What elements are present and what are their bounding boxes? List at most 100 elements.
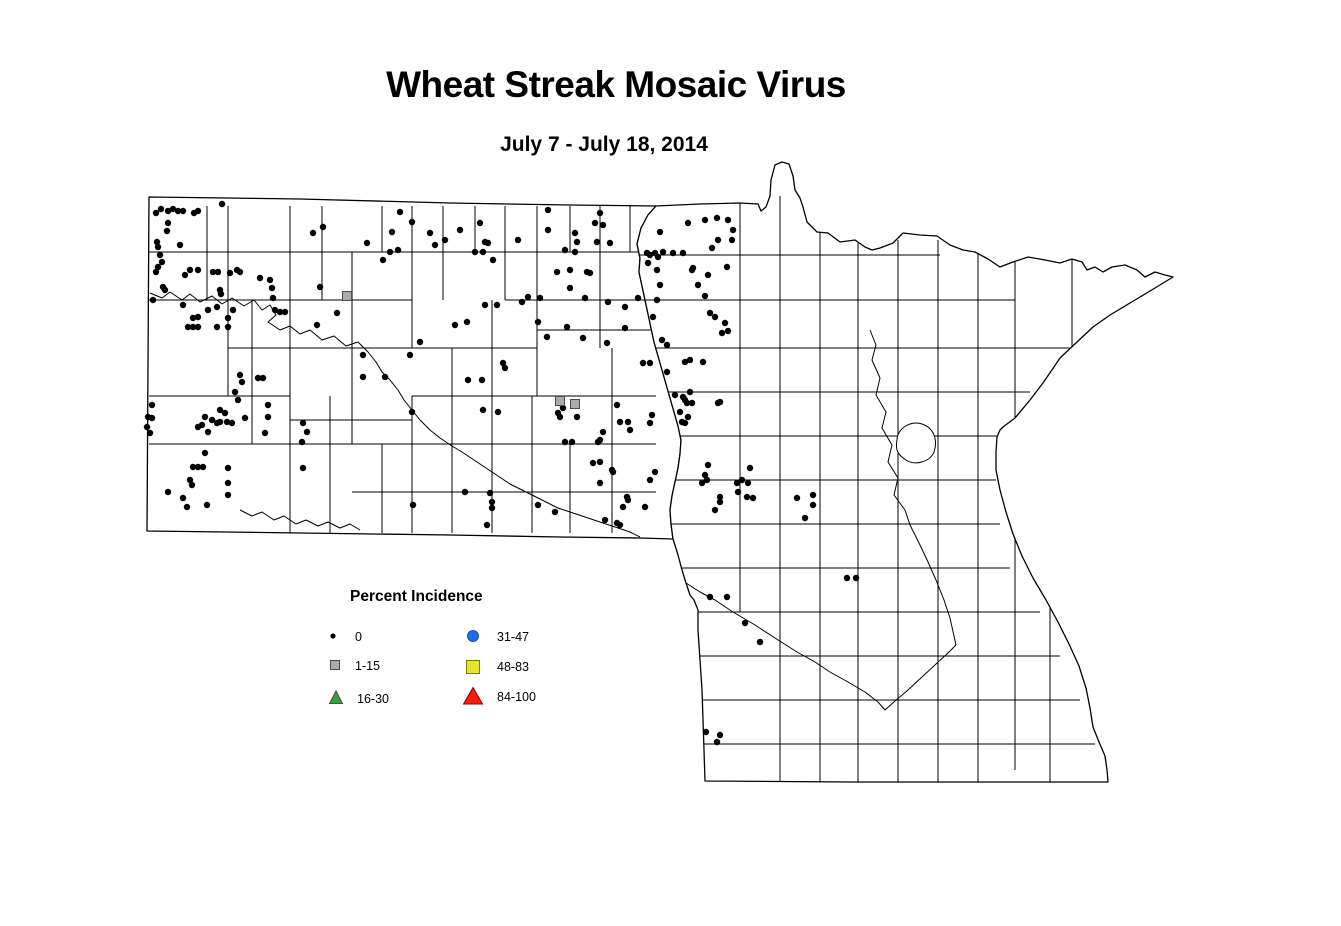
map-point-dot — [646, 476, 654, 484]
map-point-dot — [456, 226, 464, 234]
map-point-dot — [566, 266, 574, 274]
minnesota-outline — [636, 161, 1174, 783]
map-point-dot — [698, 479, 706, 487]
map-point-dot — [201, 413, 209, 421]
map-point-dot — [701, 471, 709, 479]
map-point-dot — [681, 419, 689, 427]
minnesota-county-lines — [638, 196, 1095, 782]
map-point-dot — [236, 371, 244, 379]
map-point-dot — [646, 359, 654, 367]
map-point-dot — [669, 249, 677, 257]
map-point-dot — [724, 327, 732, 335]
map-point-dot — [149, 296, 157, 304]
map-point-dot — [561, 246, 569, 254]
map-point-dot — [221, 409, 229, 417]
map-point-dot — [518, 298, 526, 306]
map-point-dot — [646, 419, 654, 427]
map-point-dot — [268, 284, 276, 292]
north-dakota-county-lines — [149, 206, 656, 533]
map-point-dot — [224, 464, 232, 472]
map-point-dot — [706, 593, 714, 601]
map-point-dot — [463, 318, 471, 326]
map-point-dot — [431, 241, 439, 249]
map-point-dot — [716, 398, 724, 406]
map-point-dot — [586, 269, 594, 277]
map-point-dot — [299, 419, 307, 427]
map-point-dot — [686, 356, 694, 364]
map-point-dot — [571, 248, 579, 256]
map-point-square — [555, 396, 565, 406]
map-point-dot — [169, 205, 177, 213]
map-point-dot — [164, 219, 172, 227]
map-point-dot — [189, 463, 197, 471]
map-point-dot — [157, 205, 165, 213]
map-point-dot — [653, 266, 661, 274]
map-point-dot — [596, 209, 604, 217]
map-point-dot — [543, 333, 551, 341]
map-point-dot — [713, 738, 721, 746]
map-point-dot — [708, 244, 716, 252]
map-point-dot — [199, 463, 207, 471]
map-point-dot — [186, 476, 194, 484]
legend-label-31-47: 31-47 — [497, 630, 529, 644]
legend-symbol-gray-square — [330, 660, 340, 670]
map-point-dot — [609, 468, 617, 476]
map-point-dot — [203, 501, 211, 509]
map-point-dot — [656, 281, 664, 289]
map-point-dot — [441, 236, 449, 244]
map-point-dot — [241, 414, 249, 422]
map-point-dot — [581, 294, 589, 302]
map-point-dot — [591, 219, 599, 227]
map-point-dot — [316, 283, 324, 291]
map-point-dot — [686, 388, 694, 396]
map-point-dot — [571, 229, 579, 237]
map-point-dot — [218, 200, 226, 208]
map-point-dot — [534, 318, 542, 326]
map-point-dot — [146, 429, 154, 437]
map-point-dot — [734, 488, 742, 496]
map-point-dot — [359, 373, 367, 381]
map-point-dot — [266, 276, 274, 284]
map-point-dot — [381, 373, 389, 381]
map-point-dot — [158, 258, 166, 266]
map-point-dot — [723, 593, 731, 601]
map-point-dot — [223, 418, 231, 426]
map-point-dot — [594, 438, 602, 446]
map-point-dot — [216, 406, 224, 414]
map-point-dot — [688, 399, 696, 407]
map-point-dot — [681, 358, 689, 366]
map-point-dot — [269, 294, 277, 302]
map-point-dot — [713, 214, 721, 222]
map-point-dot — [613, 401, 621, 409]
map-point-dot — [738, 476, 746, 484]
map-point-dot — [599, 221, 607, 229]
map-point-dot — [641, 503, 649, 511]
map-point-dot — [479, 248, 487, 256]
map-point-dot — [489, 256, 497, 264]
map-point-dot — [676, 408, 684, 416]
map-point-dot — [658, 336, 666, 344]
map-point-dot — [716, 493, 724, 501]
map-point-dot — [164, 207, 172, 215]
map-point-dot — [616, 418, 624, 426]
map-point-dot — [704, 271, 712, 279]
map-point-dot — [603, 339, 611, 347]
legend-symbol-small-black-dot — [330, 633, 336, 639]
map-point-dot — [544, 226, 552, 234]
map-point-dot — [179, 301, 187, 309]
north-dakota-map — [146, 196, 682, 540]
map-point-dot — [648, 411, 656, 419]
legend-label-84-100: 84-100 — [497, 690, 536, 704]
map-point-dot — [471, 248, 479, 256]
map-point-dot — [699, 358, 707, 366]
north-dakota-outline — [146, 196, 682, 540]
map-point-dot — [394, 246, 402, 254]
map-point-dot — [379, 256, 387, 264]
map-point-dot — [616, 521, 624, 529]
legend-label-16-30: 16-30 — [357, 692, 389, 706]
legend-symbol-blue-circle — [467, 630, 479, 642]
map-point-dot — [451, 321, 459, 329]
map-point-dot — [154, 263, 162, 271]
map-point-dot — [723, 263, 731, 271]
map-point-dot — [651, 468, 659, 476]
